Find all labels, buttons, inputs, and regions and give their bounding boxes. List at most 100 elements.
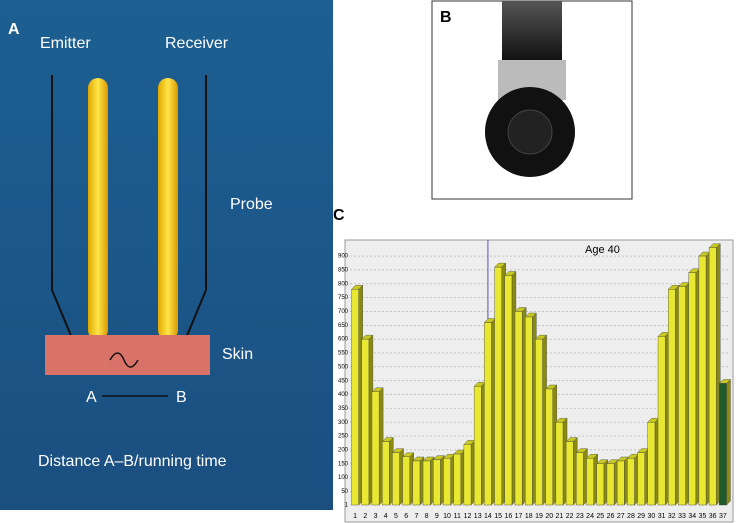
y-tick-label: 100 <box>338 475 349 481</box>
bar <box>545 388 553 506</box>
bar <box>637 452 645 506</box>
y-tick-label: 850 <box>338 267 349 273</box>
y-tick-label: 650 <box>338 323 349 329</box>
y-tick-label: 400 <box>338 392 349 398</box>
x-tick-label: 2 <box>363 513 367 520</box>
x-tick-label: 30 <box>647 513 655 520</box>
x-tick-label: 8 <box>425 513 429 520</box>
bar <box>494 266 502 506</box>
x-tick-label: 10 <box>443 513 451 520</box>
bar <box>596 463 605 506</box>
y-tick-label: 750 <box>338 295 349 301</box>
x-tick-label: 28 <box>627 513 635 520</box>
x-tick-label: 19 <box>535 513 543 520</box>
bar <box>463 444 472 506</box>
x-tick-label: 22 <box>566 513 574 520</box>
y-tick-label: 250 <box>338 434 349 440</box>
bar <box>698 255 707 506</box>
bar <box>586 458 594 506</box>
y-tick-label: 450 <box>338 378 349 384</box>
emitter-rod <box>88 78 108 340</box>
bar <box>402 456 410 506</box>
x-tick-label: 33 <box>678 513 686 520</box>
y-tick-label: 500 <box>338 364 349 370</box>
x-tick-label: 14 <box>484 513 492 520</box>
y-tick-label: 200 <box>338 447 349 453</box>
bar <box>504 275 513 506</box>
bar <box>668 289 676 506</box>
y-tick-label: 350 <box>338 406 349 412</box>
y-tick-label: 550 <box>338 351 349 357</box>
bar <box>473 386 482 506</box>
x-tick-label: 37 <box>719 513 727 520</box>
emitter-label: Emitter <box>40 35 91 52</box>
y-tick-label: 800 <box>338 281 349 287</box>
y-tick-label: 1 <box>345 503 349 509</box>
bar <box>535 338 543 506</box>
x-tick-label: 7 <box>414 513 418 520</box>
bar <box>453 453 462 506</box>
bar <box>433 459 441 506</box>
point-b-label: B <box>176 389 187 406</box>
probe-label: Probe <box>230 196 273 213</box>
bar <box>627 458 635 506</box>
y-tick-label: 150 <box>338 461 349 467</box>
bar <box>351 289 359 506</box>
annotation: Age 40 <box>585 244 620 256</box>
x-tick-label: 5 <box>394 513 398 520</box>
x-tick-label: 17 <box>515 513 523 520</box>
x-tick-label: 13 <box>474 513 482 520</box>
x-tick-label: 23 <box>576 513 584 520</box>
x-tick-label: 6 <box>404 513 408 520</box>
bar <box>443 458 451 506</box>
x-tick-label: 34 <box>688 513 696 520</box>
x-tick-label: 29 <box>637 513 645 520</box>
wave <box>109 352 139 368</box>
panel-letter: A <box>8 21 20 38</box>
x-tick-label: 25 <box>596 513 604 520</box>
skin-label: Skin <box>222 346 253 363</box>
bar <box>606 463 615 506</box>
bar <box>412 460 421 506</box>
x-tick-label: 20 <box>545 513 553 520</box>
panel-letter: B <box>440 9 452 26</box>
probe-lens <box>507 109 553 155</box>
x-tick-label: 18 <box>525 513 533 520</box>
bar <box>361 338 370 506</box>
bar <box>484 322 492 506</box>
chart: 1501001502002503003504004505005506006507… <box>338 240 731 520</box>
bar <box>555 422 564 506</box>
bar <box>678 286 686 506</box>
bar <box>576 452 584 506</box>
x-tick-label: 3 <box>374 513 378 520</box>
bar <box>381 441 390 506</box>
x-tick-label: 15 <box>494 513 502 520</box>
y-tick-label: 300 <box>338 420 349 426</box>
receiver-label: Receiver <box>165 35 229 52</box>
x-tick-label: 12 <box>464 513 472 520</box>
y-tick-label: 50 <box>341 489 348 495</box>
bar <box>647 422 656 506</box>
x-tick-label: 36 <box>709 513 717 520</box>
x-tick-label: 21 <box>556 513 564 520</box>
caption: Distance A–B/running time <box>38 453 227 470</box>
x-tick-label: 31 <box>658 513 666 520</box>
bar <box>688 272 697 506</box>
x-tick-label: 24 <box>586 513 594 520</box>
x-tick-label: 32 <box>668 513 676 520</box>
bar <box>371 391 380 506</box>
x-tick-label: 9 <box>435 513 439 520</box>
receiver-rod <box>158 78 178 340</box>
bar <box>525 316 533 506</box>
bar <box>422 460 431 506</box>
bar <box>657 336 666 506</box>
bar <box>392 452 400 506</box>
bar <box>616 460 625 506</box>
bar <box>565 441 574 506</box>
y-tick-label: 900 <box>338 254 349 260</box>
x-tick-label: 16 <box>504 513 512 520</box>
x-tick-label: 1 <box>353 513 357 520</box>
x-tick-label: 4 <box>384 513 388 520</box>
skin <box>45 335 210 375</box>
y-tick-label: 600 <box>338 337 349 343</box>
